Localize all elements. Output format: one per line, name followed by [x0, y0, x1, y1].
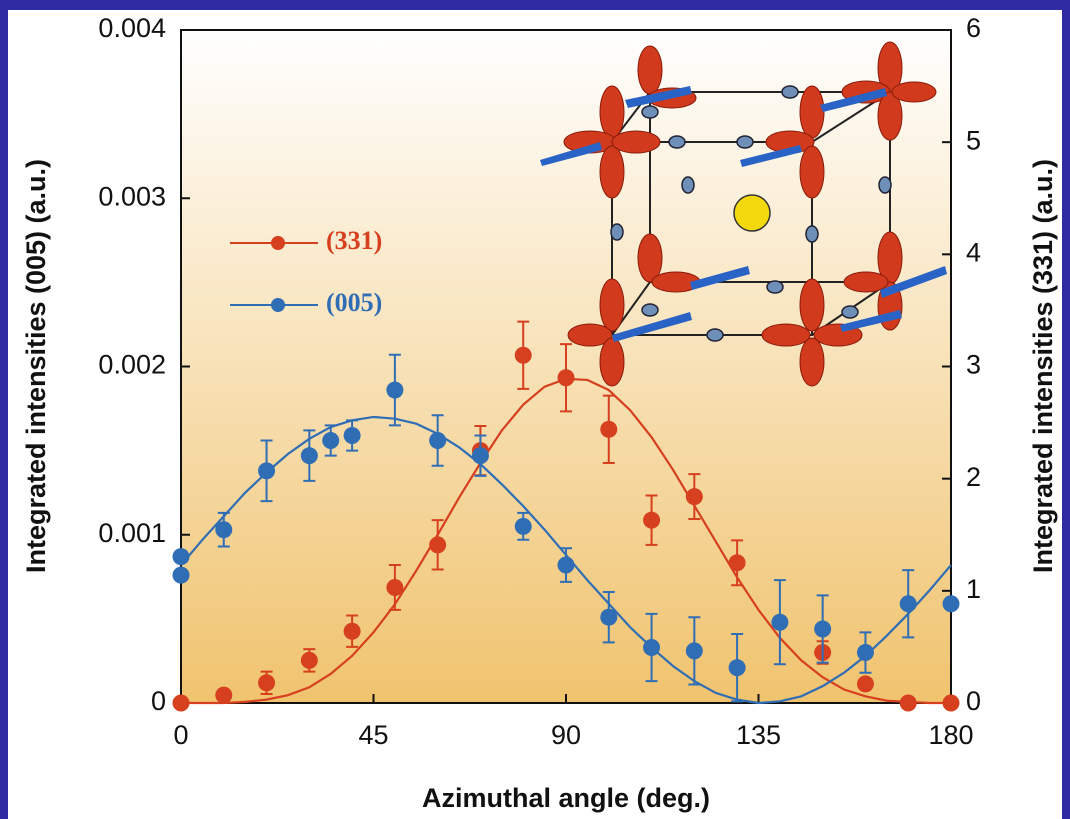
- y2-tick-label: 3: [966, 350, 981, 380]
- data-point: [643, 512, 660, 529]
- data-point: [515, 518, 532, 535]
- y2-tick-label: 5: [966, 125, 981, 155]
- y2-tick-label: 2: [966, 462, 981, 492]
- x-tick-label: 45: [358, 720, 388, 750]
- data-point: [600, 421, 617, 438]
- data-point: [814, 620, 831, 637]
- data-point: [344, 623, 361, 640]
- y2-tick-label: 0: [966, 686, 981, 716]
- data-point: [301, 447, 318, 464]
- data-point: [771, 614, 788, 631]
- y-tick-label: 0.001: [98, 518, 166, 548]
- data-point: [857, 675, 874, 692]
- x-tick-label: 90: [551, 720, 581, 750]
- data-point: [386, 579, 403, 596]
- data-point: [173, 695, 190, 712]
- data-point: [429, 432, 446, 449]
- data-point: [900, 595, 917, 612]
- data-point: [215, 521, 232, 538]
- y-tick-label: 0.003: [98, 181, 166, 211]
- legend-label: (331): [326, 226, 382, 255]
- data-point: [857, 644, 874, 661]
- data-point: [943, 595, 960, 612]
- data-point: [322, 432, 339, 449]
- y-axis-label: Integrated intensities (005) (a.u.): [21, 159, 51, 573]
- data-point: [472, 447, 489, 464]
- data-point: [258, 674, 275, 691]
- x-tick-label: 135: [736, 720, 781, 750]
- legend-marker: [271, 298, 285, 312]
- x-tick-label: 0: [173, 720, 188, 750]
- data-point: [558, 369, 575, 386]
- data-point: [515, 347, 532, 364]
- data-point: [429, 536, 446, 553]
- center-atom: [734, 195, 770, 231]
- x-tick-label: 180: [928, 720, 973, 750]
- chart: Azimuthal angle (deg.) Integrated intens…: [0, 0, 1070, 819]
- x-axis-label: Azimuthal angle (deg.): [422, 783, 710, 813]
- data-point: [729, 554, 746, 571]
- y-tick-label: 0: [151, 686, 166, 716]
- y2-tick-label: 4: [966, 237, 981, 267]
- data-point: [558, 557, 575, 574]
- y2-tick-label: 1: [966, 574, 981, 604]
- data-point: [386, 382, 403, 399]
- data-point: [643, 639, 660, 656]
- data-point: [173, 548, 190, 565]
- legend-marker: [271, 236, 285, 250]
- data-point: [900, 695, 917, 712]
- y-tick-label: 0.004: [98, 13, 166, 43]
- data-point: [258, 462, 275, 479]
- data-point: [344, 427, 361, 444]
- data-point: [943, 695, 960, 712]
- y2-tick-label: 6: [966, 13, 981, 43]
- data-point: [215, 687, 232, 704]
- y2-axis-label: Integrated intensities (331) (a.u.): [1028, 159, 1058, 573]
- data-point: [686, 642, 703, 659]
- y-tick-label: 0.002: [98, 350, 166, 380]
- data-point: [600, 609, 617, 626]
- data-point: [301, 652, 318, 669]
- legend-label: (005): [326, 288, 382, 317]
- data-point: [729, 659, 746, 676]
- data-point: [173, 567, 190, 584]
- data-point: [686, 488, 703, 505]
